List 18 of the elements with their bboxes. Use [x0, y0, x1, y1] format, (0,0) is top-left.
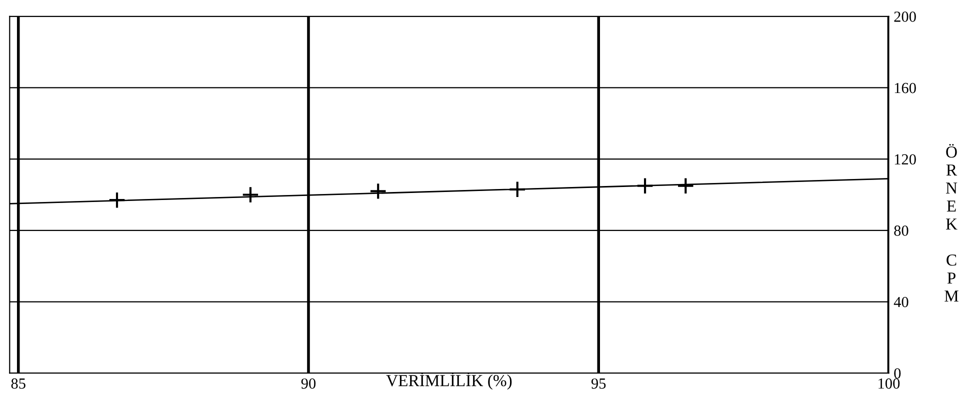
x-tick-label: 95	[591, 378, 606, 389]
y-tick-label: 40	[894, 296, 908, 308]
point	[108, 191, 126, 209]
x-tick-label: 85	[11, 378, 26, 389]
x-axis-title: VERİMLİLİK (%)	[386, 372, 512, 390]
x-tick-label: 100	[878, 378, 900, 389]
y-tick-label: 160	[894, 82, 916, 94]
point	[242, 186, 260, 204]
x-tick-label: 90	[301, 378, 316, 389]
point	[676, 177, 694, 194]
point	[369, 182, 387, 200]
point	[636, 177, 654, 194]
y-tick-label: 120	[894, 154, 916, 165]
y-tick-label: 80	[894, 226, 908, 236]
y-tick-label: 200	[894, 12, 916, 22]
text: ÖRNEK CPM	[944, 144, 958, 302]
y-tick-label: 0	[894, 368, 901, 379]
point	[508, 180, 526, 198]
